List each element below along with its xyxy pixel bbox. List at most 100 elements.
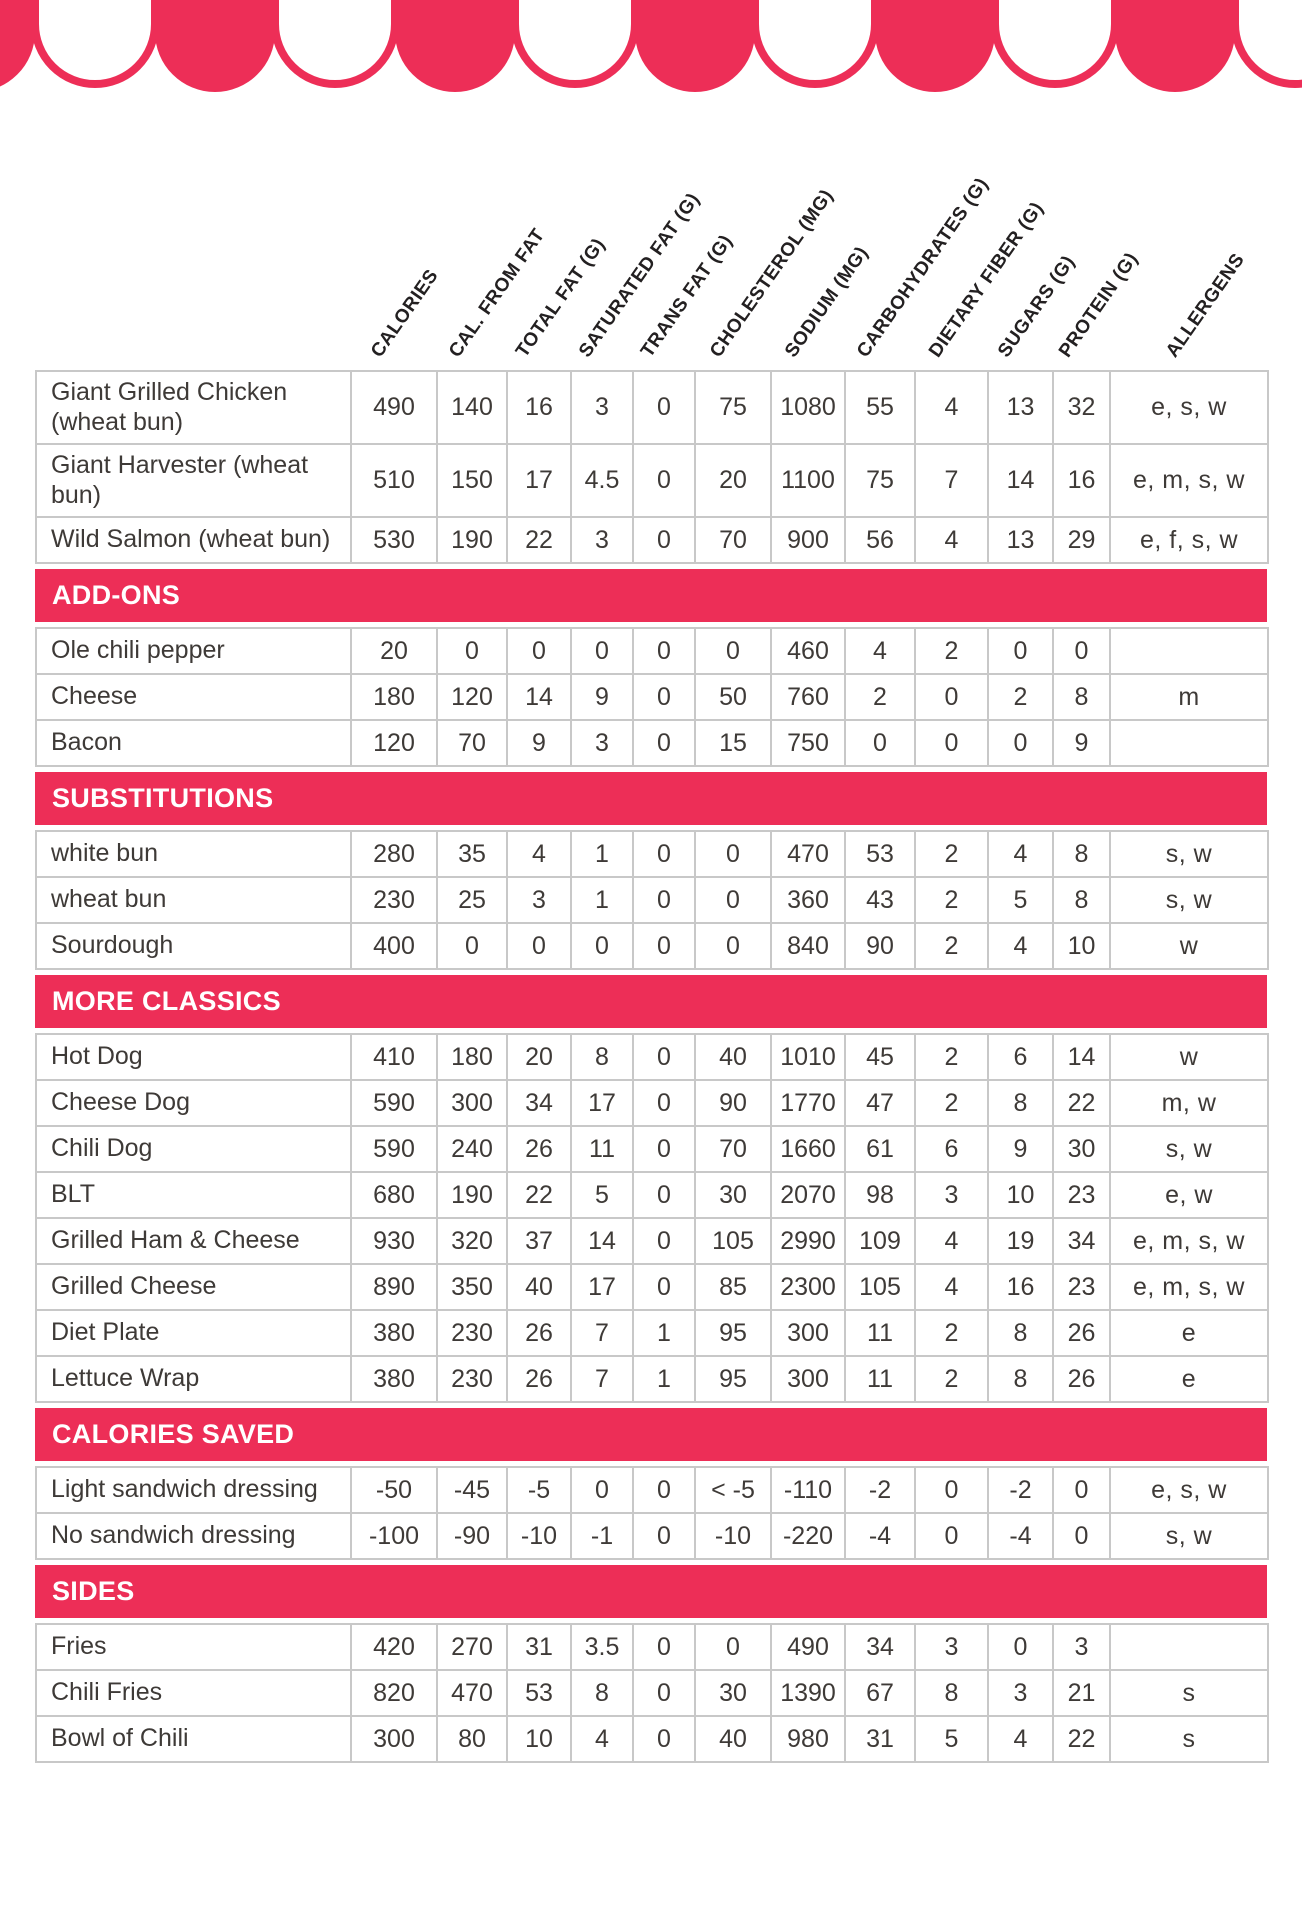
table-row: Hot Dog 410 180 20 8 0 40 1010 45 2 6 14 w (35, 1033, 1269, 1081)
allergens-cell: e, m, s, w (1109, 1217, 1269, 1265)
value-cell-protein-g: 0 (1052, 1512, 1111, 1560)
awning-scallop-outline (991, 0, 1119, 88)
value-cell-protein-g: 30 (1052, 1125, 1111, 1173)
item-name-cell: Diet Plate (35, 1309, 352, 1357)
allergens-cell (1109, 1623, 1269, 1671)
item-name-cell: Giant Harvester (wheat bun) (35, 443, 352, 518)
value-cell-dietary-fiber-g: 2 (914, 1033, 989, 1081)
value-cell-cholesterol-mg: 85 (694, 1263, 772, 1311)
section-bar-add-ons: ADD-ONS (35, 569, 1267, 622)
value-cell-saturated-fat-g: 4.5 (570, 443, 634, 518)
value-cell-sodium-mg: 2070 (770, 1171, 846, 1219)
item-name-cell: Light sandwich dressing (35, 1466, 352, 1514)
value-cell-calories: -50 (350, 1466, 438, 1514)
value-cell-sodium-mg: 900 (770, 516, 846, 564)
table-row: BLT 680 190 22 5 0 30 2070 98 3 10 23 e, w (35, 1171, 1269, 1219)
table-row: Ole chili pepper 20 0 0 0 0 0 460 4 2 0 0 (35, 627, 1269, 675)
table-row: Chili Dog 590 240 26 11 0 70 1660 61 6 9 30 s, w (35, 1125, 1269, 1173)
value-cell-saturated-fat-g: 7 (570, 1355, 634, 1403)
value-cell-cal-from-fat: 120 (436, 673, 508, 721)
value-cell-sugars-g: 4 (987, 1715, 1054, 1763)
item-name-cell: Hot Dog (35, 1033, 352, 1081)
item-name-cell: No sandwich dressing (35, 1512, 352, 1560)
value-cell-cholesterol-mg: 75 (694, 370, 772, 445)
value-cell-cholesterol-mg: 0 (694, 627, 772, 675)
allergens-cell: e, m, s, w (1109, 1263, 1269, 1311)
allergens-cell: e (1109, 1309, 1269, 1357)
allergens-cell: s, w (1109, 1512, 1269, 1560)
item-name-cell: Wild Salmon (wheat bun) (35, 516, 352, 564)
value-cell-sugars-g: 4 (987, 830, 1054, 878)
value-cell-sodium-mg: 300 (770, 1309, 846, 1357)
value-cell-cal-from-fat: 240 (436, 1125, 508, 1173)
value-cell-sodium-mg: 1080 (770, 370, 846, 445)
value-cell-protein-g: 8 (1052, 830, 1111, 878)
value-cell-saturated-fat-g: 0 (570, 1466, 634, 1514)
value-cell-trans-fat-g: 1 (632, 1355, 696, 1403)
value-cell-cholesterol-mg: 90 (694, 1079, 772, 1127)
value-cell-carbohydrates-g: -4 (844, 1512, 916, 1560)
value-cell-trans-fat-g: 0 (632, 1217, 696, 1265)
value-cell-calories: 20 (350, 627, 438, 675)
value-cell-carbohydrates-g: 61 (844, 1125, 916, 1173)
column-header-calories: CALORIES (366, 265, 443, 362)
section-title: SUBSTITUTIONS (52, 783, 274, 813)
value-cell-calories: 820 (350, 1669, 438, 1717)
table-row: Diet Plate 380 230 26 7 1 95 300 11 2 8 26 e (35, 1309, 1269, 1357)
value-cell-dietary-fiber-g: 8 (914, 1669, 989, 1717)
value-cell-cholesterol-mg: 95 (694, 1309, 772, 1357)
value-cell-calories: 180 (350, 673, 438, 721)
value-cell-cal-from-fat: 35 (436, 830, 508, 878)
value-cell-carbohydrates-g: 11 (844, 1355, 916, 1403)
section-bar-more-classics: MORE CLASSICS (35, 975, 1267, 1028)
item-name-cell: Grilled Cheese (35, 1263, 352, 1311)
value-cell-cal-from-fat: 140 (436, 370, 508, 445)
value-cell-trans-fat-g: 0 (632, 719, 696, 767)
value-cell-sugars-g: 2 (987, 673, 1054, 721)
value-cell-carbohydrates-g: 75 (844, 443, 916, 518)
value-cell-calories: 530 (350, 516, 438, 564)
awning-scalloped-border (0, 0, 1302, 92)
menu-table-main: Giant Grilled Chicken (wheat bun) 490 140 1… (35, 370, 1269, 564)
value-cell-sodium-mg: 760 (770, 673, 846, 721)
value-cell-cholesterol-mg: 70 (694, 516, 772, 564)
allergens-cell (1109, 627, 1269, 675)
value-cell-total-fat-g: 0 (506, 627, 572, 675)
allergens-cell: e, f, s, w (1109, 516, 1269, 564)
value-cell-total-fat-g: 10 (506, 1715, 572, 1763)
value-cell-dietary-fiber-g: 4 (914, 516, 989, 564)
value-cell-protein-g: 3 (1052, 1623, 1111, 1671)
menu-table-substitutions: white bun 280 35 4 1 0 0 470 53 2 4 8 s, w wheat bun 2… (35, 830, 1269, 970)
awning-scallop-filled (635, 0, 755, 92)
value-cell-dietary-fiber-g: 5 (914, 1715, 989, 1763)
value-cell-carbohydrates-g: 0 (844, 719, 916, 767)
column-headers: CALORIES CAL. FROM FAT TOTAL FAT (G) SATURA… (0, 100, 1302, 370)
value-cell-dietary-fiber-g: 4 (914, 1217, 989, 1265)
value-cell-saturated-fat-g: 14 (570, 1217, 634, 1265)
value-cell-total-fat-g: 26 (506, 1309, 572, 1357)
value-cell-cal-from-fat: 0 (436, 922, 508, 970)
value-cell-cholesterol-mg: 70 (694, 1125, 772, 1173)
value-cell-sodium-mg: 360 (770, 876, 846, 924)
value-cell-sodium-mg: 1100 (770, 443, 846, 518)
value-cell-calories: 420 (350, 1623, 438, 1671)
value-cell-protein-g: 26 (1052, 1309, 1111, 1357)
allergens-cell: e (1109, 1355, 1269, 1403)
value-cell-sugars-g: 14 (987, 443, 1054, 518)
value-cell-sugars-g: 0 (987, 1623, 1054, 1671)
value-cell-saturated-fat-g: 11 (570, 1125, 634, 1173)
value-cell-total-fat-g: 16 (506, 370, 572, 445)
table-row: Lettuce Wrap 380 230 26 7 1 95 300 11 2 8 26 e (35, 1355, 1269, 1403)
section-title: SIDES (52, 1576, 135, 1606)
value-cell-sodium-mg: 490 (770, 1623, 846, 1671)
value-cell-trans-fat-g: 0 (632, 876, 696, 924)
value-cell-dietary-fiber-g: 2 (914, 1355, 989, 1403)
value-cell-sugars-g: 13 (987, 370, 1054, 445)
value-cell-trans-fat-g: 0 (632, 1669, 696, 1717)
value-cell-protein-g: 0 (1052, 627, 1111, 675)
allergens-cell: s (1109, 1715, 1269, 1763)
table-row: Wild Salmon (wheat bun) 530 190 22 3 0 70 900 56… (35, 516, 1269, 564)
value-cell-cal-from-fat: 190 (436, 1171, 508, 1219)
value-cell-total-fat-g: 17 (506, 443, 572, 518)
value-cell-sugars-g: 8 (987, 1309, 1054, 1357)
